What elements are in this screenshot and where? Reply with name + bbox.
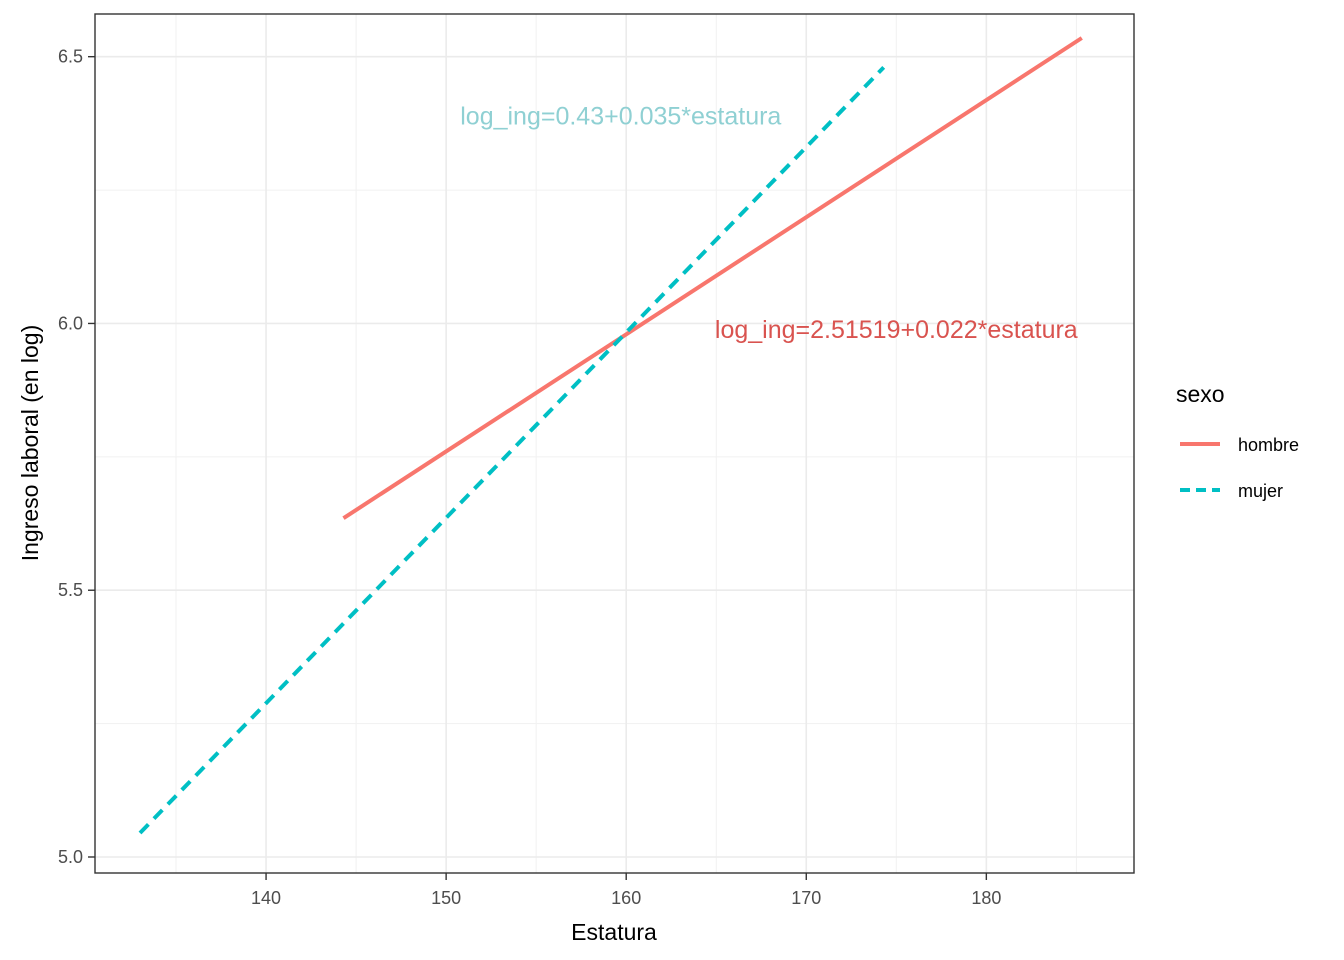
y-tick-label-1: 5.5 <box>58 580 83 600</box>
annotation-layer: log_ing=0.43+0.035*estatura log_ing=2.515… <box>460 102 1078 343</box>
x-axis-title: Estatura <box>571 919 657 945</box>
legend: sexo hombre mujer <box>1176 381 1299 501</box>
y-axis-title: Ingreso laboral (en log) <box>17 325 43 562</box>
series-layer <box>138 36 1083 835</box>
x-tick-label-0: 140 <box>251 888 281 908</box>
legend-label-mujer: mujer <box>1238 481 1283 501</box>
grid-major <box>95 14 1134 873</box>
y-tick-label-3: 6.5 <box>58 47 83 67</box>
legend-label-hombre: hombre <box>1238 435 1299 455</box>
series-line-mujer <box>138 65 886 835</box>
legend-title: sexo <box>1176 381 1225 407</box>
grid-minor <box>95 14 1134 873</box>
x-tick-label-2: 160 <box>611 888 641 908</box>
x-tick-label-4: 180 <box>971 888 1001 908</box>
x-tick-label-3: 170 <box>791 888 821 908</box>
y-axis: 5.0 5.5 6.0 6.5 <box>58 47 95 867</box>
annotation-1: log_ing=2.51519+0.022*estatura <box>715 316 1078 344</box>
x-tick-label-1: 150 <box>431 888 461 908</box>
y-tick-label-0: 5.0 <box>58 847 83 867</box>
series-line-hombre <box>342 36 1083 520</box>
annotation-0: log_ing=0.43+0.035*estatura <box>460 102 781 130</box>
panel-border <box>94 13 1135 874</box>
y-tick-label-2: 6.0 <box>58 313 83 333</box>
x-axis: 140 150 160 170 180 <box>251 873 1001 908</box>
